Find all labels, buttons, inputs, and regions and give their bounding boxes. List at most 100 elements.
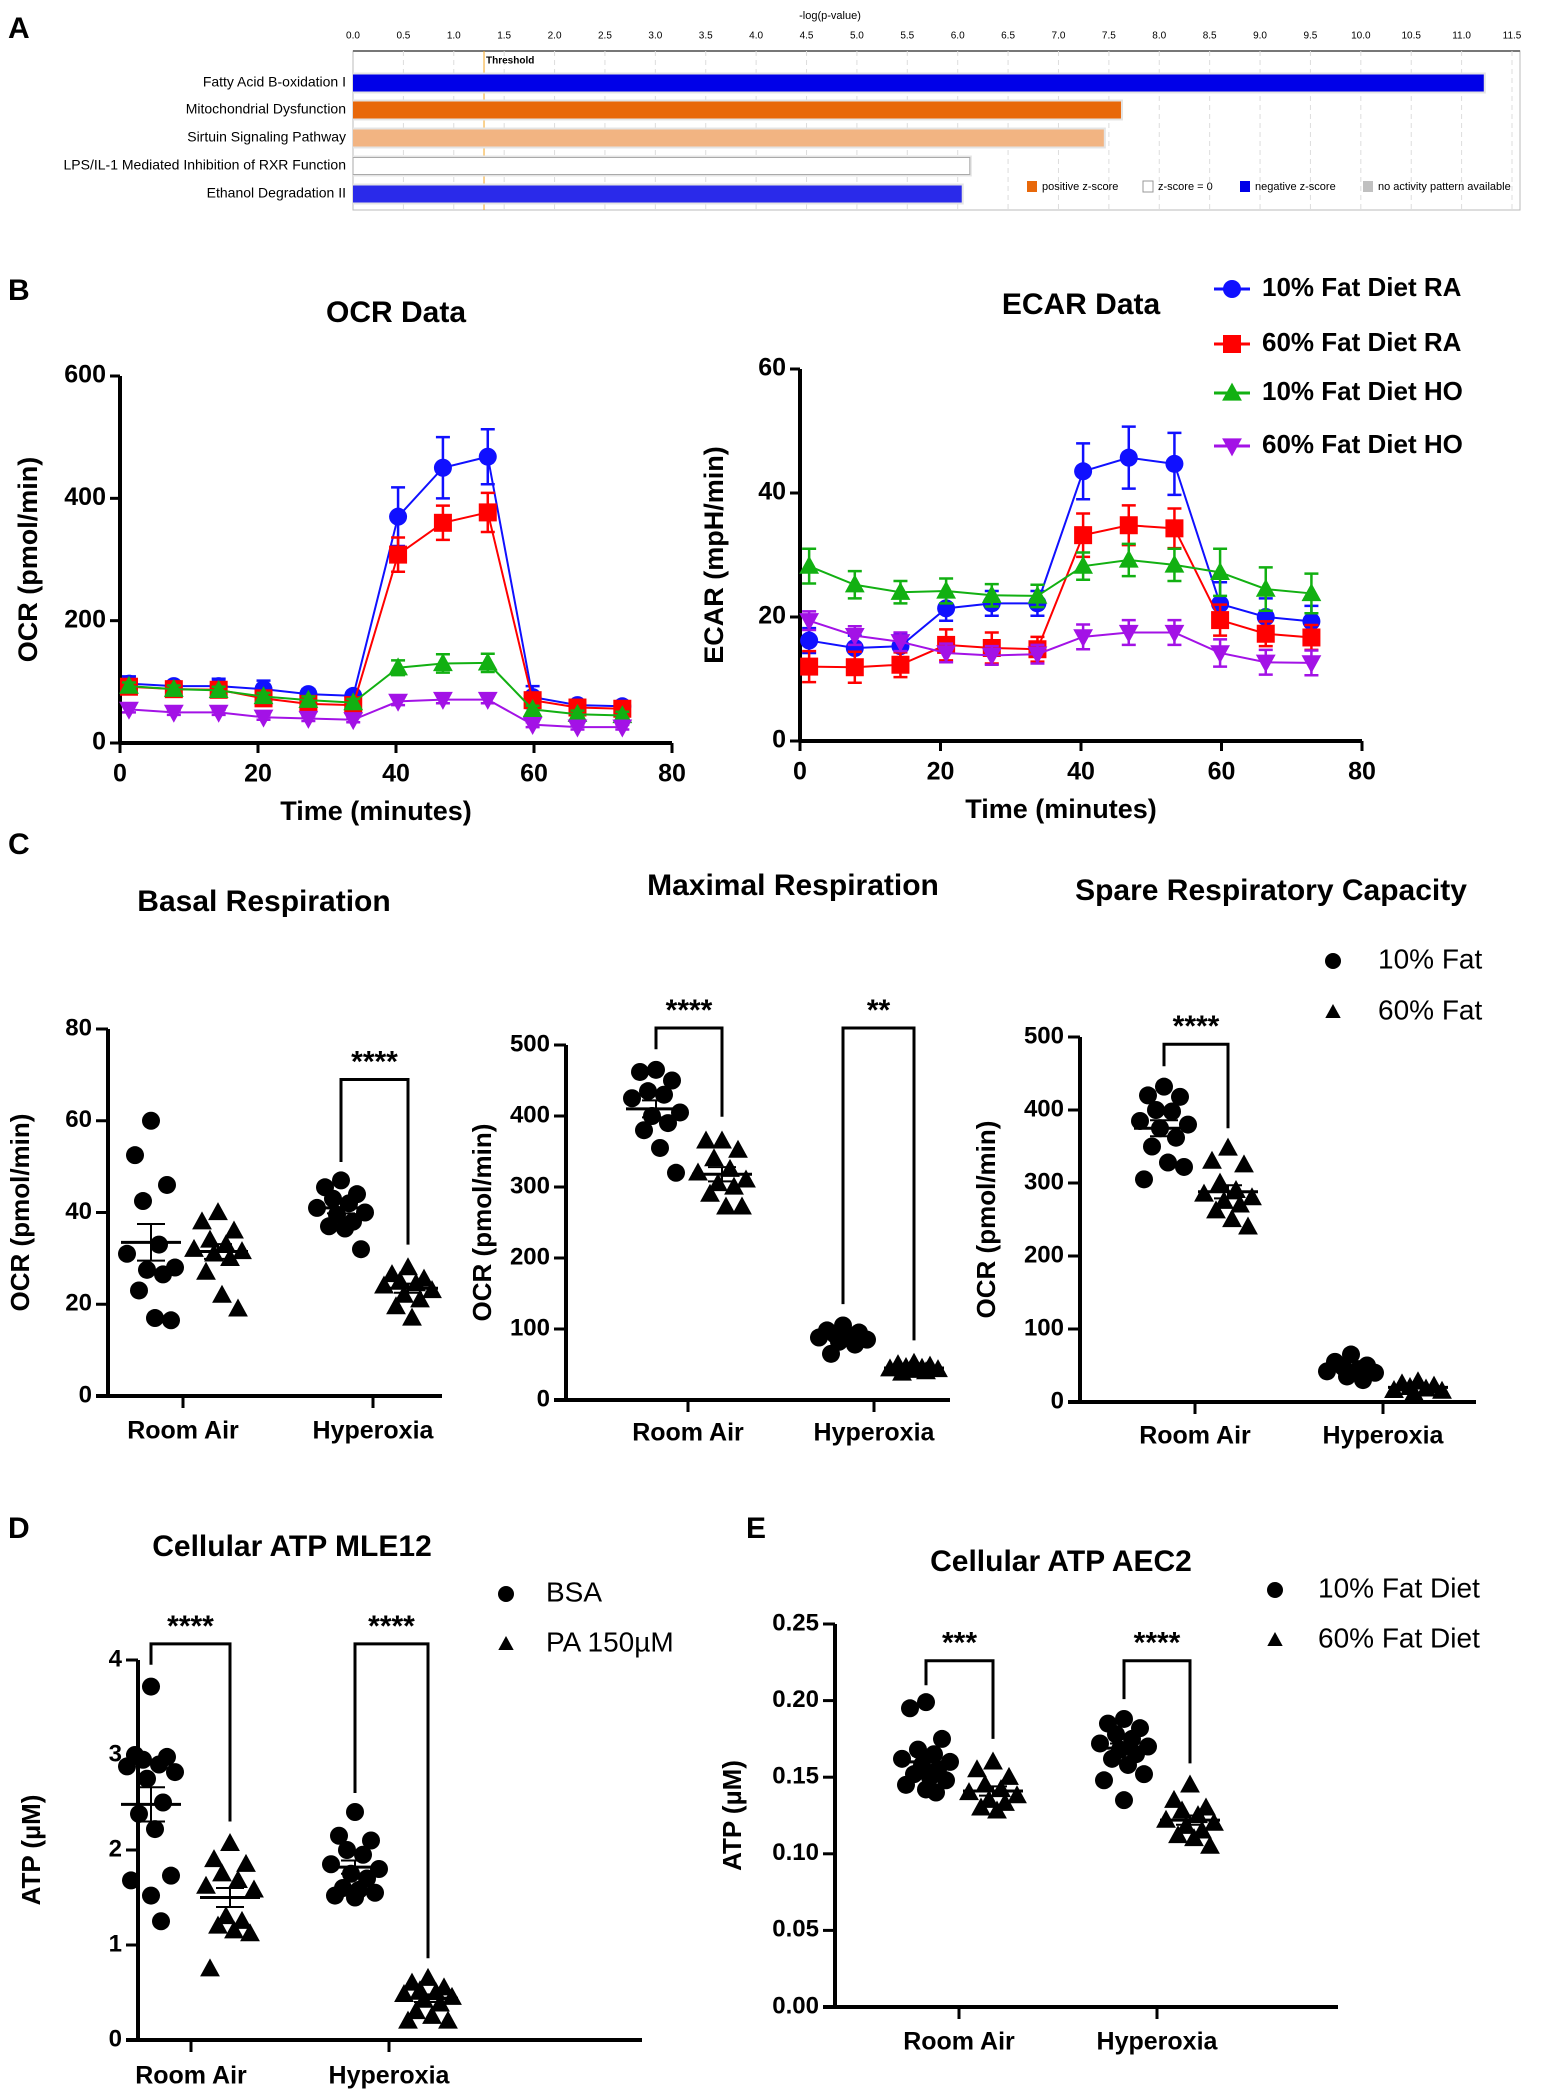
data-point — [118, 1757, 136, 1776]
data-point — [1354, 1371, 1372, 1390]
data-point — [936, 645, 957, 664]
y-tick-label: 100 — [1024, 1314, 1064, 1341]
data-point — [208, 680, 229, 699]
bar — [353, 101, 1121, 119]
data-point — [916, 1361, 936, 1380]
significance-stars: **** — [351, 1045, 398, 1078]
data-point — [612, 719, 633, 738]
chart-title: Maximal Respiration — [647, 869, 939, 902]
data-point — [1168, 1825, 1188, 1844]
ecar-line-chart: ECAR Data 0 20 40 60 0 20 40 60 80 Time (minutes) E… — [699, 272, 1463, 824]
cellular-atp-mle12-chart: Cellular ATP MLE12 0 1 2 3 4 Room Air Hyperoxia… — [16, 1530, 674, 2090]
category-label: Hyperoxia — [1097, 2028, 1219, 2056]
data-point — [478, 447, 497, 466]
data-point — [890, 581, 911, 600]
y-tick-label: 300 — [510, 1172, 550, 1199]
category-label: Hyperoxia — [1323, 1422, 1445, 1450]
data-point — [704, 1148, 724, 1167]
x-axis-title: Time (minutes) — [280, 796, 472, 826]
data-point — [1210, 1172, 1230, 1191]
legend: 10% Fat Diet 60% Fat Diet — [1267, 1572, 1480, 1653]
panel-label: A — [8, 12, 30, 45]
data-point — [1095, 1771, 1113, 1790]
series-60-fat-diet-ho — [119, 691, 633, 738]
bar — [353, 185, 962, 203]
y-tick-label: 600 — [64, 361, 106, 389]
x-tick-label: 11.0 — [1452, 31, 1471, 42]
y-axis-title: ECAR (mpH/min) — [699, 446, 729, 664]
legend-label: BSA — [546, 1576, 602, 1607]
data-point — [651, 1138, 669, 1157]
sem-error-bar — [979, 1785, 1007, 1797]
data-point — [1318, 1362, 1336, 1381]
data-point — [146, 1309, 164, 1328]
data-point — [442, 1986, 462, 2005]
series-line — [128, 698, 623, 729]
x-tick-label: 80 — [658, 760, 686, 788]
data-point — [700, 1183, 720, 1202]
data-point — [1204, 1812, 1224, 1831]
pathway-bar-chart: -log(p-value) 0.0 0.5 1.0 1.5 2.0 2.5 3.0 3.5 4.0… — [64, 10, 1522, 211]
data-point — [736, 1169, 756, 1188]
data-point — [1226, 1179, 1246, 1198]
panel-label: C — [8, 828, 30, 861]
data-point — [154, 1793, 172, 1812]
data-point — [220, 1833, 240, 1851]
y-tick-label: 60 — [65, 1106, 92, 1133]
y-axis-title: OCR (pmol/min) — [971, 1121, 1001, 1319]
data-point — [126, 1146, 144, 1165]
sem-error-bar — [708, 1166, 736, 1183]
series-bsa — [118, 1677, 388, 1931]
data-point — [224, 1920, 244, 1939]
data-point — [236, 1853, 256, 1872]
chart-title: OCR Data — [326, 296, 466, 329]
sem-error-bar — [900, 1365, 928, 1371]
series-10-fat-diet-ho — [799, 542, 1322, 615]
data-point — [322, 1855, 340, 1874]
y-tick-label: 300 — [1024, 1168, 1064, 1195]
significance-bracket — [841, 1026, 916, 1341]
data-point — [1131, 1111, 1149, 1130]
data-point — [1155, 1077, 1173, 1096]
data-point — [1119, 1755, 1137, 1774]
pathway-label: Fatty Acid B-oxidation I — [203, 74, 346, 90]
sem-error-bar — [1110, 1742, 1138, 1754]
y-tick-label: 100 — [510, 1314, 550, 1341]
data-point — [298, 689, 319, 708]
legend-swatch — [1363, 181, 1373, 192]
series-pa-150-m — [196, 1833, 462, 2029]
y-tick-label: 0 — [1051, 1387, 1064, 1414]
data-point — [130, 1281, 148, 1300]
legend-marker — [1325, 953, 1341, 969]
data-point — [667, 1163, 685, 1182]
significance-bracket — [924, 1659, 995, 1739]
category-label: Room Air — [903, 2028, 1015, 2056]
data-point — [366, 1883, 384, 1902]
data-point — [1202, 1150, 1222, 1169]
data-point — [1238, 1216, 1258, 1235]
x-tick-label: 0.0 — [346, 31, 360, 42]
data-point — [1222, 1209, 1242, 1228]
data-point — [152, 1912, 170, 1931]
data-point — [981, 647, 1002, 666]
data-point — [204, 1849, 224, 1868]
data-point — [1164, 1789, 1184, 1808]
y-tick-label: 1 — [109, 1930, 122, 1957]
y-tick-label: 0.00 — [772, 1992, 819, 2019]
series-line — [808, 456, 1312, 650]
ocr-line-chart: OCR Data 0 200 400 600 0 20 40 60 80 Time (minutes… — [13, 296, 686, 826]
data-point — [1135, 1765, 1153, 1784]
chart-title: Cellular ATP MLE12 — [152, 1530, 432, 1563]
data-point — [326, 1886, 344, 1905]
data-point — [134, 1750, 152, 1769]
data-point — [253, 686, 274, 705]
data-point — [897, 1775, 915, 1794]
data-point — [1159, 1153, 1177, 1172]
legend-label: 10% Fat Diet — [1318, 1572, 1480, 1603]
series-10-fat-diet-ho — [119, 652, 633, 724]
data-point — [433, 691, 453, 710]
data-point — [1210, 645, 1230, 664]
data-point — [163, 678, 184, 697]
data-point — [150, 1235, 168, 1254]
